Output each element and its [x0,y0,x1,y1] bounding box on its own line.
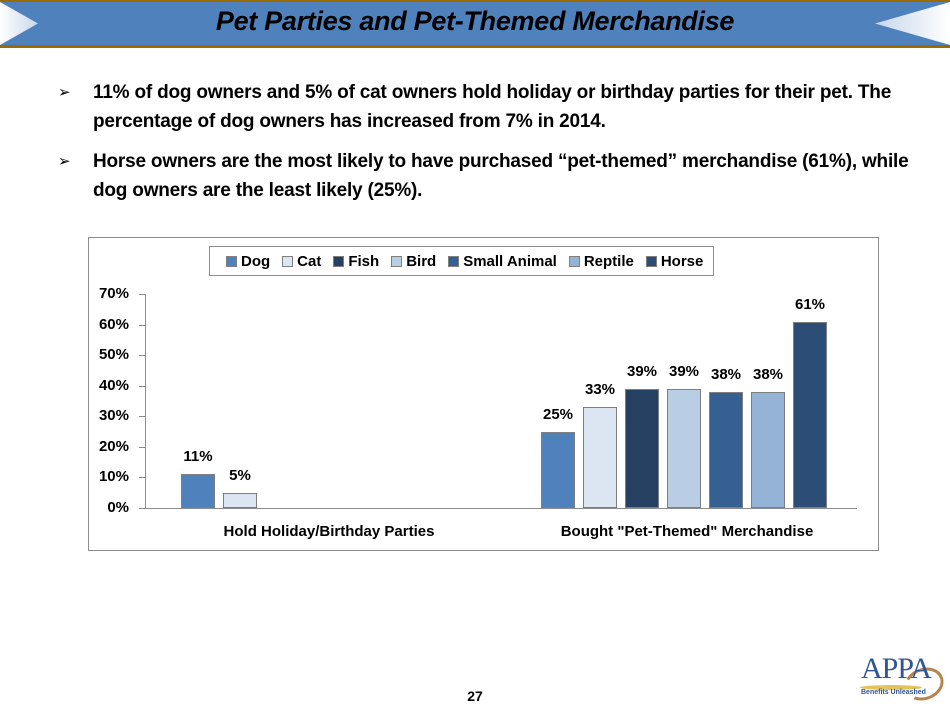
y-tick [139,508,145,509]
legend-swatch [645,255,657,267]
x-category-label: Bought "Pet-Themed" Merchandise [560,523,814,540]
legend-swatch [226,255,237,267]
x-category-label: Hold Holiday/Birthday Parties [223,523,435,540]
y-tick [139,446,145,448]
y-tick-label: 0% [107,499,129,516]
data-label: 11% [183,448,213,466]
bar-chart: Dog Cat Fish Bird Small Animal Reptile Horse H… [88,237,879,551]
arrow-bullet-icon: ➢ [58,153,71,170]
y-tick-label: 60% [98,315,129,333]
y-tick [139,416,145,418]
legend-label: Small Animal [463,252,557,270]
legend-label: Horse [660,252,704,270]
y-tick [139,355,145,357]
legend-swatch [448,255,460,267]
legend-item: Small Animal [448,253,557,270]
data-label: 25% [542,405,574,423]
bar-dog [541,431,575,508]
data-label: 33% [584,381,616,399]
x-axis [145,508,857,509]
logo-tagline: Benefits Unleashed [861,689,926,696]
logo-swoosh [860,685,922,690]
legend-item: Reptile [568,252,634,270]
legend-item: Cat [282,253,321,270]
legend-label: Dog [241,252,271,270]
logo-text: APPA [861,652,932,685]
legend-label: Reptile [583,252,634,270]
y-tick [139,477,145,479]
legend-swatch [568,255,580,267]
bar-dog [181,474,215,508]
y-tick [139,294,145,295]
bullet-list: ➢ 11% of dog owners and 5% of cat owners… [58,78,918,216]
data-label: 61% [794,295,826,313]
bullet-text: 11% of dog owners and 5% of cat owners h… [93,82,892,132]
appa-logo: APPA Benefits Unleashed [858,652,949,710]
data-label: 39% [626,362,658,380]
bar-horse [793,321,827,508]
data-label: 5% [229,466,251,484]
bar-small-animal [709,391,743,508]
legend-label: Fish [348,252,380,270]
legend-label: Cat [297,252,322,270]
page-title: Pet Parties and Pet-Themed Merchandise [215,6,735,36]
bar-fish [625,388,659,508]
y-tick-label: 30% [98,407,129,425]
bar-reptile [751,391,785,508]
data-label: 39% [668,362,700,380]
y-tick [139,385,145,387]
legend-label: Bird [406,252,437,270]
bar-cat [583,407,617,508]
y-tick-label: 50% [98,346,129,364]
bullet-item: ➢ Horse owners are the most likely to ha… [58,147,918,205]
legend-swatch [391,255,403,267]
arrow-bullet-icon: ➢ [58,84,71,101]
plot-area: Hold Holiday/Birthday Parties Bought "Pe… [89,238,878,550]
data-label: 38% [752,365,784,383]
bullet-text: Horse owners are the most likely to have… [93,151,909,201]
legend-swatch [333,255,345,267]
title-banner: Pet Parties and Pet-Themed Merchandise [0,0,950,48]
y-tick-label: 10% [98,468,129,486]
y-tick [139,324,145,326]
legend-item: Horse [645,252,704,270]
legend-item: Fish [333,253,379,270]
y-tick-label: 40% [98,376,129,394]
bullet-item: ➢ 11% of dog owners and 5% of cat owners… [58,78,918,136]
data-label: 38% [710,365,742,383]
legend-item: Dog [226,253,270,270]
legend-swatch [282,255,294,267]
y-tick-label: 20% [98,437,129,455]
y-tick-label: 70% [98,285,129,302]
page-number: 27 [467,688,483,704]
y-axis [145,294,146,509]
bar-cat [223,492,257,508]
chart-legend: Dog Cat Fish Bird Small Animal Reptile Horse [209,246,715,276]
bar-bird [667,388,701,508]
legend-item: Bird [391,253,436,270]
